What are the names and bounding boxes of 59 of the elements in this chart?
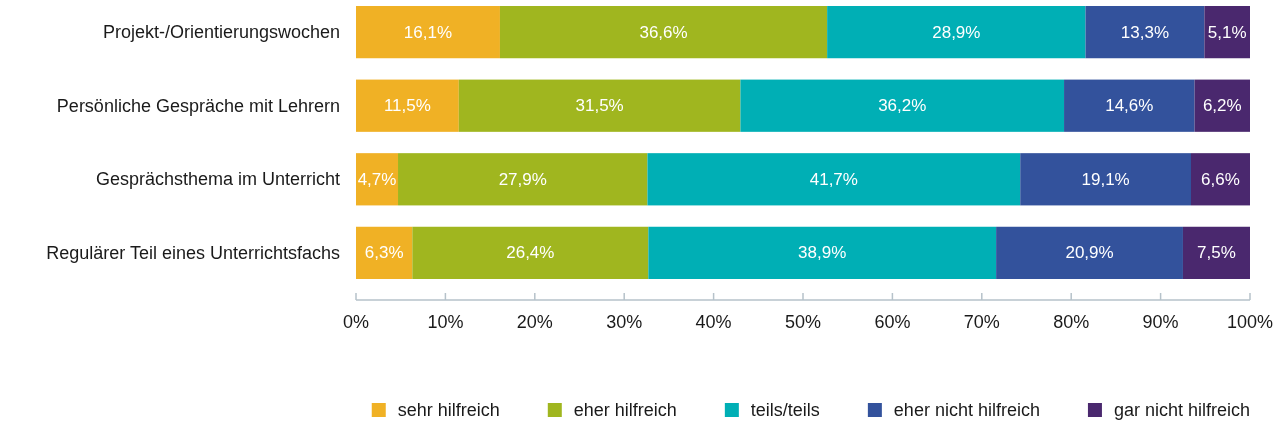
y-tick-label: Persönliche Gespräche mit Lehrern — [56, 95, 340, 116]
bar — [996, 226, 1183, 279]
data-label: 7,5% — [1197, 243, 1236, 263]
bar — [1085, 6, 1205, 59]
x-tick-label: 20% — [516, 312, 553, 332]
data-label: 31,5% — [575, 96, 624, 116]
x-tick-label: 40% — [695, 312, 732, 332]
data-label: 28,9% — [932, 22, 981, 42]
data-label: 27,9% — [498, 169, 547, 189]
x-tick-label: 100% — [1226, 312, 1274, 332]
data-label: 11,5% — [383, 96, 431, 116]
bar — [740, 79, 1065, 132]
y-tick-label: Regulärer Teil eines Unterrichtsfachs — [46, 242, 340, 263]
data-label: 41,7% — [809, 169, 858, 189]
data-label: 36,6% — [639, 22, 688, 42]
data-label: 16,1% — [403, 22, 453, 42]
data-label: 5,1% — [1207, 22, 1247, 42]
bar — [1064, 79, 1195, 132]
bar — [499, 6, 828, 59]
x-tick-label: 0% — [342, 312, 370, 332]
bar — [1191, 153, 1250, 206]
data-label: 6,2% — [1202, 96, 1242, 116]
legend-label: sehr hilfreich — [397, 400, 500, 420]
legend-label: eher nicht hilfreich — [893, 400, 1040, 420]
data-label: 6,6% — [1201, 169, 1240, 189]
bar — [647, 153, 1021, 206]
x-tick-label: 90% — [1142, 312, 1179, 332]
bar — [458, 79, 741, 132]
data-label: 19,1% — [1081, 169, 1130, 189]
data-label: 36,2% — [878, 96, 927, 116]
bar — [356, 6, 500, 59]
y-tick-label: Gesprächsthema im Unterricht — [95, 169, 340, 190]
bar — [1204, 6, 1250, 59]
x-tick-label: 80% — [1053, 312, 1090, 332]
x-tick-label: 50% — [784, 312, 822, 332]
x-tick-label: 70% — [963, 312, 1000, 332]
bar — [1182, 226, 1250, 279]
data-label: 14,6% — [1105, 96, 1154, 116]
x-tick-label: 60% — [874, 312, 911, 332]
bar — [648, 226, 997, 279]
x-tick-label: 10% — [427, 312, 464, 332]
legend-label: eher hilfreich — [573, 400, 677, 420]
data-label: 38,9% — [798, 243, 847, 263]
bar — [398, 153, 648, 206]
data-label: 6,3% — [364, 243, 404, 263]
bar — [412, 226, 649, 279]
legend-label: gar nicht hilfreich — [1113, 400, 1251, 420]
x-tick-label: 30% — [606, 312, 643, 332]
bar — [1020, 153, 1191, 206]
legend-label: teils/teils — [750, 400, 820, 420]
bar — [356, 226, 413, 279]
data-label: 20,9% — [1065, 243, 1114, 263]
y-tick-label: Projekt-/Orientierungswochen — [102, 22, 340, 43]
bar — [356, 79, 459, 132]
bar — [827, 6, 1086, 59]
data-label: 13,3% — [1120, 22, 1170, 42]
data-label: 26,4% — [506, 243, 555, 263]
data-label: 4,7% — [357, 169, 397, 189]
bar — [1194, 79, 1250, 132]
